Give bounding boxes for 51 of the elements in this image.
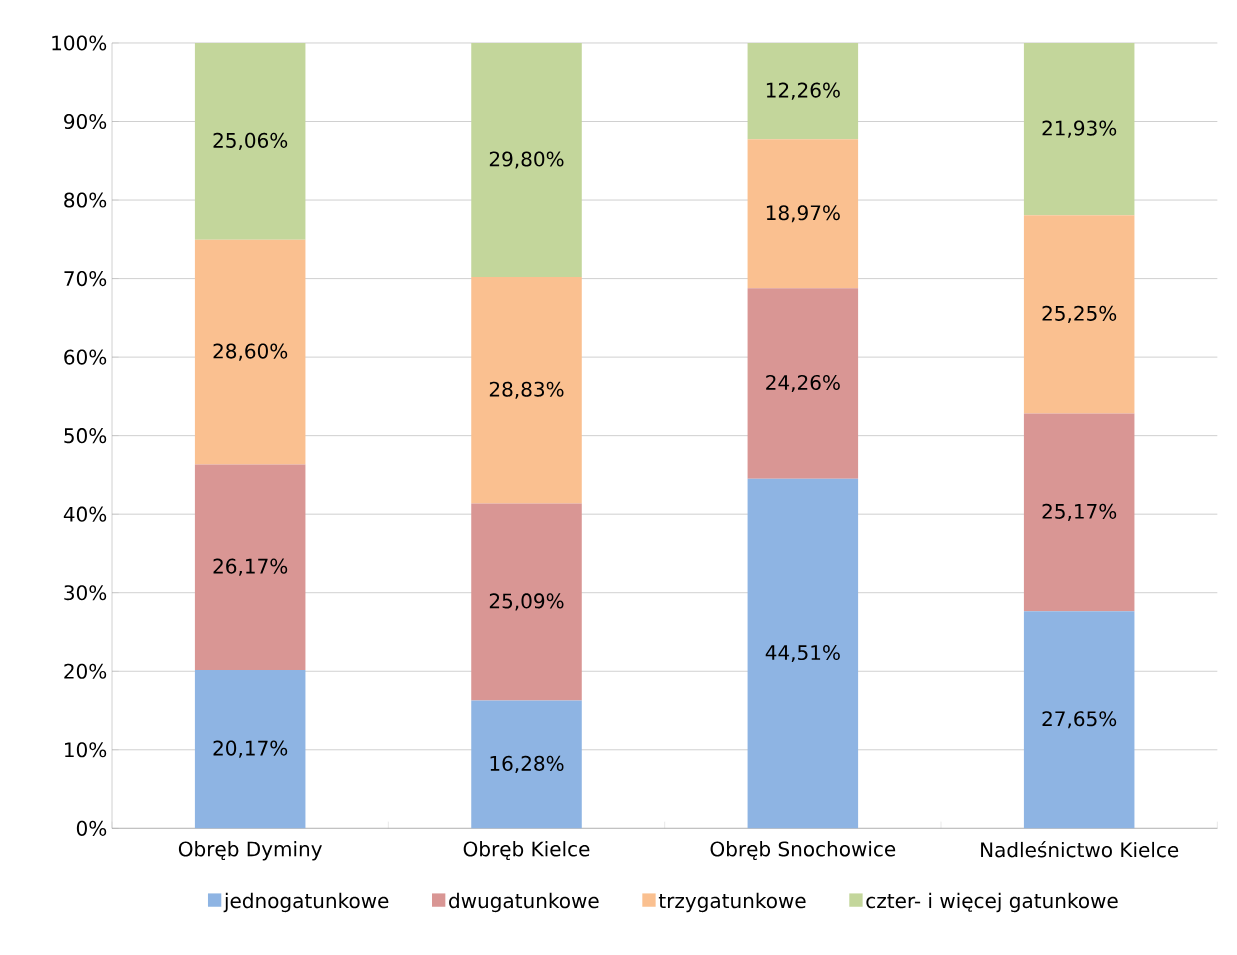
data-label: 27,65% xyxy=(1042,711,1117,729)
data-label: 28,60% xyxy=(213,343,288,361)
bar xyxy=(747,478,859,829)
bar xyxy=(1023,413,1135,612)
legend-label: czter- i więcej gatunkowe xyxy=(866,892,1118,913)
bar xyxy=(471,277,582,504)
y-tick-label: 100% xyxy=(52,35,107,51)
y-tick-label: 0% xyxy=(76,820,107,836)
bar xyxy=(471,700,582,829)
legend-label: trzygatunkowe xyxy=(658,892,806,913)
x-tick-label: Nadleśnictwo Kielce xyxy=(981,841,1179,858)
data-label: 25,09% xyxy=(489,593,564,611)
bar xyxy=(747,42,859,140)
bar xyxy=(194,239,306,465)
y-tick-label: 20% xyxy=(64,663,107,679)
bar xyxy=(1023,42,1135,216)
x-tick-label: Obręb Kielce xyxy=(463,841,590,861)
data-label: 24,26% xyxy=(766,374,840,393)
data-label: 25,06% xyxy=(213,132,288,150)
bar xyxy=(471,42,582,278)
data-label: 28,83% xyxy=(489,381,564,399)
bar xyxy=(747,288,859,479)
data-label: 26,17% xyxy=(213,558,288,576)
y-tick-label: 90% xyxy=(64,113,107,130)
y-tick-label: 80% xyxy=(64,192,107,208)
legend-label: dwugatunkowe xyxy=(449,892,599,913)
y-tick-label: 10% xyxy=(65,742,107,758)
data-label: 25,25% xyxy=(1042,305,1117,323)
data-label: 16,28% xyxy=(490,755,564,773)
data-label: 29,80% xyxy=(489,151,564,169)
bar xyxy=(471,503,582,701)
bar xyxy=(194,42,306,240)
bar xyxy=(747,139,859,289)
y-tick-label: 50% xyxy=(64,428,107,444)
data-label: 12,26% xyxy=(766,82,840,100)
data-label: 44,51% xyxy=(765,644,840,663)
y-tick-label: 70% xyxy=(64,271,107,287)
legend-label: jednogatunkowe xyxy=(223,892,389,913)
data-label: 21,93% xyxy=(1042,120,1117,138)
bar xyxy=(194,669,306,829)
bar xyxy=(1023,611,1135,829)
data-label: 25,17% xyxy=(1042,503,1117,521)
data-label: 18,97% xyxy=(766,205,840,223)
y-tick-label: 60% xyxy=(64,349,107,365)
data-label: 20,17% xyxy=(213,740,288,758)
x-tick-label: Obręb Dyminy xyxy=(178,841,322,861)
y-tick-label: 40% xyxy=(63,506,107,522)
bar xyxy=(1023,215,1135,414)
x-tick-label: Obręb Snochowice xyxy=(710,841,896,861)
bar xyxy=(194,464,306,670)
y-tick-label: 30% xyxy=(64,585,107,601)
